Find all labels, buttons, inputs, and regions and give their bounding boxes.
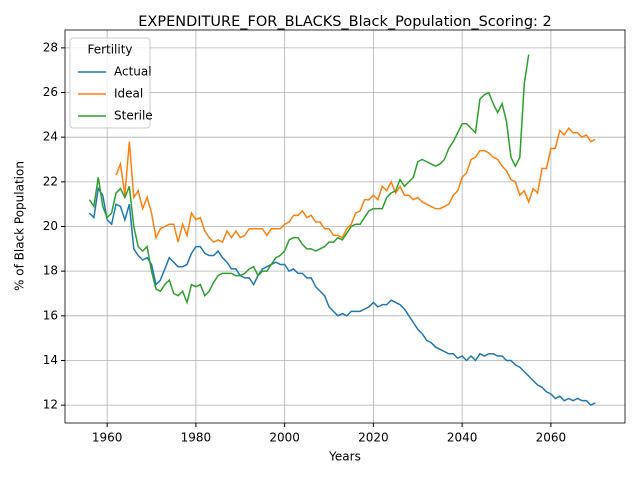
plot-frame	[64, 29, 626, 424]
y-tick-label: 14	[43, 353, 58, 367]
y-axis-label: % of Black Population	[13, 161, 27, 291]
line	[88, 54, 530, 305]
x-tick-label: 2000	[269, 431, 300, 445]
y-tick-label: 24	[43, 130, 58, 144]
y-tick-label: 18	[43, 264, 58, 278]
line	[88, 186, 596, 407]
legend-box	[69, 37, 151, 129]
line	[115, 127, 596, 244]
legend-title: Fertility	[87, 43, 132, 57]
legend-label: Sterile	[114, 109, 153, 123]
y-tick-label: 16	[43, 308, 58, 322]
x-tick-label: 1960	[92, 431, 123, 445]
chart-title: EXPENDITURE_FOR_BLACKS_Black_Population_…	[138, 14, 552, 30]
x-tick-label: 2060	[536, 431, 567, 445]
y-tick-label: 28	[43, 40, 58, 54]
legend-label: Actual	[114, 65, 152, 79]
y-tick-label: 20	[43, 219, 58, 233]
x-tick-label: 1980	[181, 431, 212, 445]
y-tick-label: 26	[43, 85, 58, 99]
x-tick-label: 2020	[358, 431, 389, 445]
y-tick-label: 22	[43, 174, 58, 188]
y-tick-label: 12	[43, 398, 58, 412]
x-tick-label: 2040	[447, 431, 478, 445]
x-axis-label: Years	[328, 450, 361, 464]
legend-label: Ideal	[114, 87, 143, 101]
